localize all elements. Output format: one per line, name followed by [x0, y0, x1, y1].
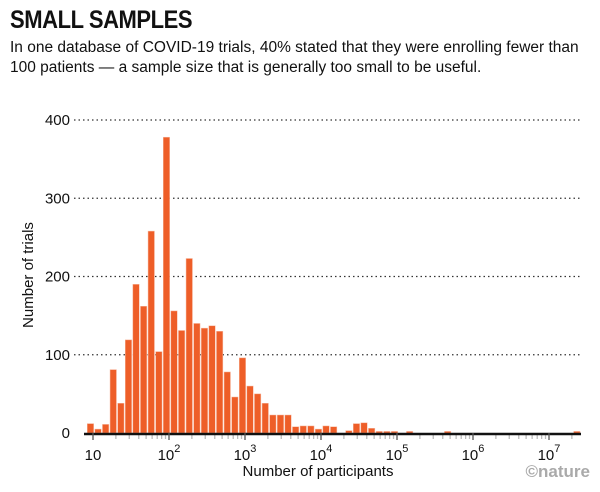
histogram-bar	[208, 325, 216, 434]
histogram-bar	[322, 425, 330, 434]
histogram-bar	[360, 422, 368, 434]
histogram-bar	[124, 339, 132, 434]
histogram-bar	[162, 136, 170, 434]
x-tick-exponent: 6	[478, 443, 484, 455]
histogram-bar	[223, 371, 231, 434]
y-tick-label: 0	[62, 425, 70, 442]
y-axis-title: Number of trials	[20, 222, 37, 328]
histogram-bar	[276, 414, 284, 434]
x-tick-label: 104	[310, 443, 333, 464]
histogram-bar	[231, 396, 239, 434]
x-axis-title: Number of participants	[243, 463, 394, 480]
x-tick-label: 102	[158, 443, 181, 464]
x-tick-base: 10	[85, 447, 102, 464]
x-tick-base: 10	[234, 447, 251, 464]
histogram-bar	[200, 327, 208, 434]
x-tick-label: 103	[234, 443, 257, 464]
histogram-bar	[109, 369, 117, 434]
x-tick-base: 10	[386, 447, 403, 464]
x-tick-base: 10	[538, 447, 555, 464]
histogram-bar	[261, 403, 269, 434]
x-tick-exponent: 4	[326, 443, 332, 455]
histogram-bar	[178, 330, 186, 434]
histogram-bar	[269, 414, 277, 434]
x-tick-exponent: 7	[554, 443, 560, 455]
histogram-bar	[246, 385, 254, 434]
x-tick-base: 10	[310, 447, 327, 464]
histogram-bar	[170, 310, 178, 434]
x-tick-label: 105	[386, 443, 409, 464]
y-tick-label: 200	[45, 269, 70, 286]
y-tick-label: 100	[45, 347, 70, 364]
nature-credit: ©nature	[525, 462, 590, 481]
x-tick-base: 10	[462, 447, 479, 464]
x-tick-label: 107	[538, 443, 561, 464]
histogram-bar	[185, 258, 193, 434]
histogram-bar	[94, 428, 102, 434]
histogram-bar	[254, 393, 262, 434]
histogram-bar	[307, 425, 315, 434]
histogram-bar	[216, 331, 224, 434]
x-tick-label: 106	[462, 443, 485, 464]
x-tick-exponent: 2	[174, 443, 180, 455]
histogram-bar	[132, 284, 140, 434]
histogram-bar	[368, 428, 376, 434]
x-tick-base: 10	[158, 447, 175, 464]
x-tick-exponent: 3	[250, 443, 256, 455]
histogram-bar	[155, 351, 163, 434]
histogram-bar	[292, 426, 300, 434]
histogram-bar	[140, 305, 148, 434]
histogram-bar	[345, 430, 353, 434]
y-tick-label: 400	[45, 112, 70, 129]
histogram-bar	[352, 423, 360, 434]
histogram-bar	[238, 357, 246, 434]
x-tick-exponent: 5	[402, 443, 408, 455]
chart-title: SMALL SAMPLES	[10, 6, 193, 34]
x-tick-label: 10	[85, 447, 102, 464]
histogram-bar	[102, 424, 110, 434]
histogram-bar	[314, 428, 322, 434]
histogram-bar	[330, 426, 338, 434]
histogram-bar	[147, 230, 155, 434]
y-tick-label: 300	[45, 190, 70, 207]
histogram-bar	[299, 425, 307, 434]
histogram-bar	[117, 403, 125, 434]
histogram-bar	[86, 423, 94, 434]
chart-subtitle: In one database of COVID-19 trials, 40% …	[10, 39, 579, 76]
histogram-bar	[193, 323, 201, 434]
histogram-bar	[284, 414, 292, 434]
